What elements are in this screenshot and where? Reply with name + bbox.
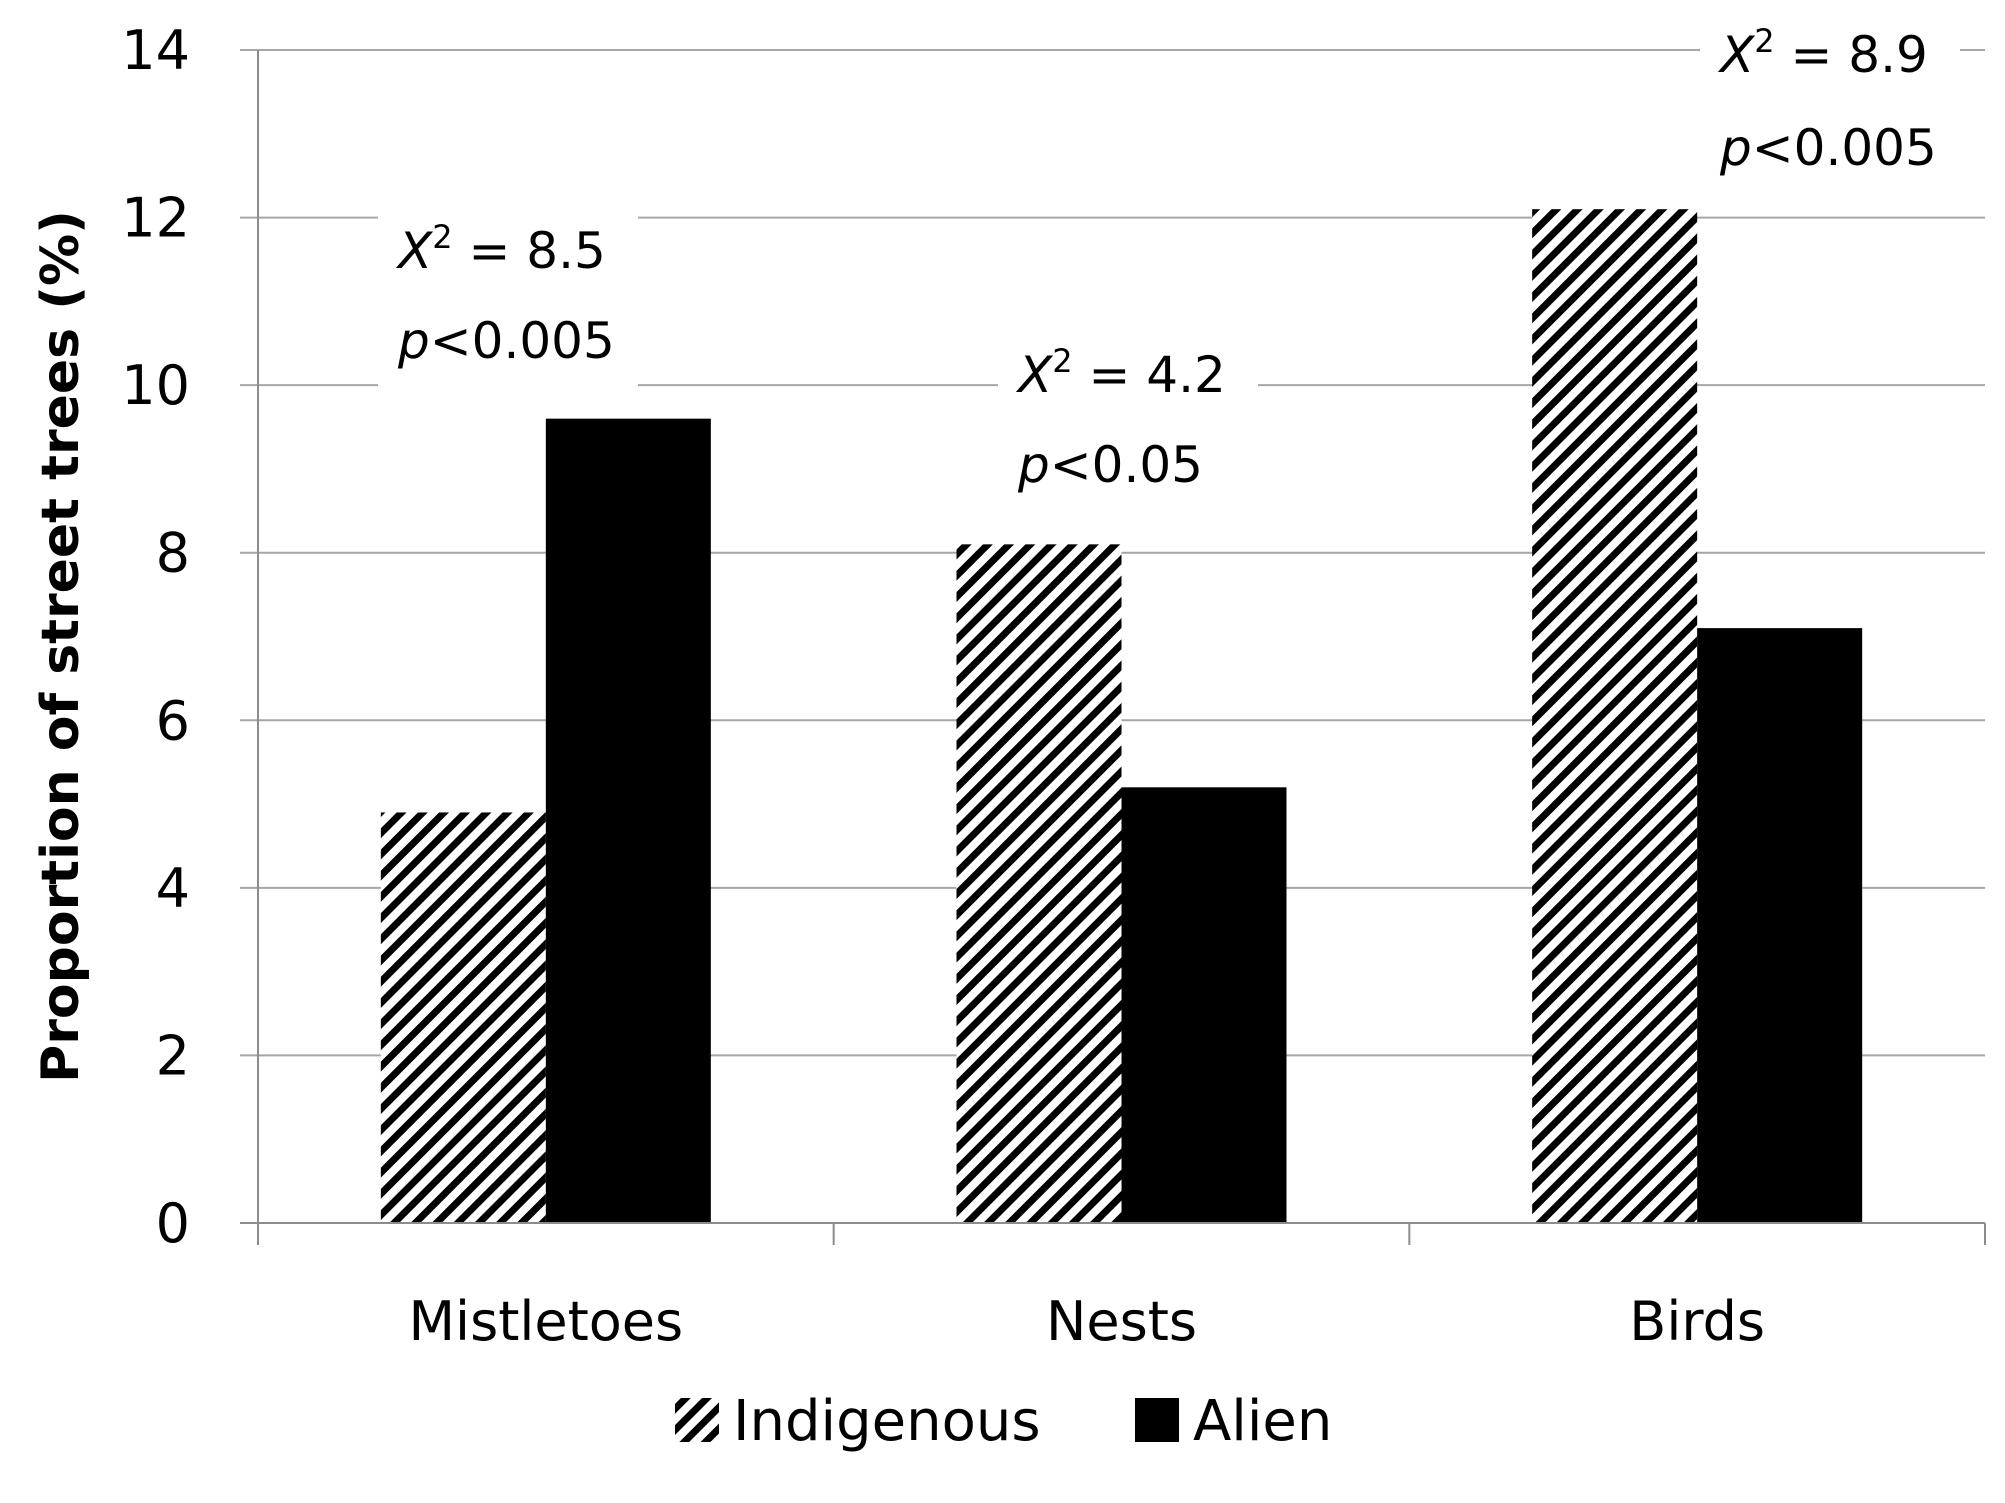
bar-alien-birds: [1697, 628, 1863, 1223]
bar-alien-nests: [1121, 787, 1287, 1223]
labels: 0 2 4 6 8 10 12 14 Mistletoes Nests Birds Proportio…: [31, 19, 1765, 1353]
annotation-background: [1700, 14, 1960, 194]
axes: [240, 50, 1986, 1245]
bar-indigenous-nests: [956, 544, 1122, 1223]
x-category-label: Mistletoes: [408, 1290, 683, 1353]
x-category-label: Birds: [1629, 1290, 1765, 1353]
y-tick-label: 12: [121, 187, 190, 250]
bar-indigenous-mistletoes: [380, 812, 546, 1223]
legend-swatch-indigenous: [675, 1398, 719, 1442]
annotation-background: [378, 210, 638, 390]
y-tick-label: 4: [156, 857, 190, 920]
y-tick-label: 6: [156, 689, 190, 752]
annotations: X2 = 8.5 p<0.005 X2 = 4.2 p<0.05 X2 = 8.9 p<0…: [378, 14, 1960, 514]
bar-indigenous-birds: [1532, 209, 1698, 1223]
legend-label-indigenous: Indigenous: [733, 1389, 1041, 1454]
y-tick-label: 2: [156, 1024, 190, 1087]
annotation-p-value: p<0.005: [397, 312, 615, 370]
legend-label-alien: Alien: [1193, 1389, 1332, 1454]
annotation-p-value: p<0.005: [1719, 119, 1937, 177]
annotation-chi-square: X2 = 8.5: [395, 218, 606, 280]
y-tick-label: 10: [121, 354, 190, 417]
bars: [380, 209, 1863, 1224]
annotation-p-value: p<0.05: [1017, 436, 1203, 494]
x-category-label: Nests: [1046, 1290, 1197, 1353]
y-axis-label: Proportion of street trees (%): [31, 210, 91, 1083]
legend-swatch-alien: [1135, 1398, 1179, 1442]
y-tick-label: 14: [121, 19, 190, 82]
legend: Indigenous Alien: [675, 1389, 1332, 1454]
y-tick-label: 8: [156, 522, 190, 585]
annotation-background: [998, 334, 1258, 514]
annotation-chi-square: X2 = 4.2: [1015, 342, 1226, 404]
annotation-chi-square: X2 = 8.9: [1717, 22, 1928, 84]
bar-alien-mistletoes: [545, 418, 711, 1224]
y-tick-label: 0: [156, 1192, 190, 1255]
